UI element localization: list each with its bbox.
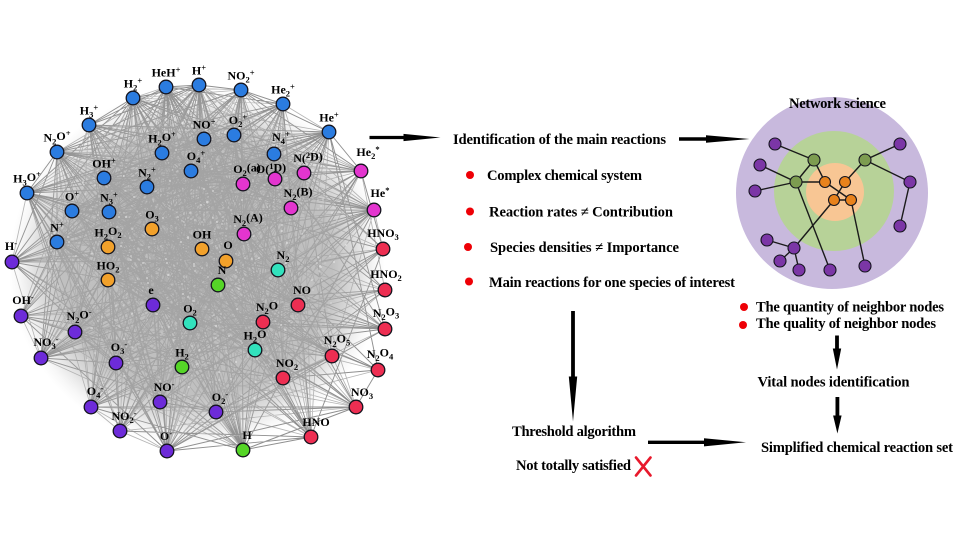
svg-text:H2O2: H2O2 — [94, 224, 121, 241]
svg-text:O3-: O3- — [111, 339, 128, 356]
svg-text:H2O+: H2O+ — [148, 129, 176, 147]
svg-text:N(2D): N(2D) — [293, 150, 323, 165]
svg-text:N2+: N2+ — [138, 164, 156, 181]
svg-text:NO+: NO+ — [193, 116, 216, 131]
svg-text:Network science: Network science — [789, 96, 887, 112]
svg-text:He*: He* — [371, 185, 390, 200]
svg-text:He+: He+ — [319, 109, 339, 124]
svg-text:N: N — [218, 263, 227, 277]
svg-text:O4-: O4- — [87, 383, 104, 400]
svg-text:Simplified chemical reaction s: Simplified chemical reaction set — [761, 440, 953, 456]
svg-text:OH-: OH- — [12, 292, 34, 307]
svg-text:Threshold algorithm: Threshold algorithm — [512, 424, 636, 440]
svg-text:H: H — [242, 428, 252, 442]
svg-text:H3O+: H3O+ — [13, 169, 41, 187]
svg-text:N2O4: N2O4 — [367, 346, 394, 363]
svg-text:Identification of the main rea: Identification of the main reactions — [453, 132, 666, 148]
svg-text:N2(A): N2(A) — [233, 211, 263, 228]
svg-text:Reaction rates ≠ Contribution: Reaction rates ≠ Contribution — [489, 205, 673, 221]
svg-text:HeH+: HeH+ — [152, 64, 181, 79]
svg-text:O+: O+ — [65, 188, 79, 203]
svg-text:NO2+: NO2+ — [227, 67, 254, 84]
svg-text:N+: N+ — [50, 219, 64, 234]
svg-text:HNO2: HNO2 — [370, 267, 402, 283]
svg-text:N2: N2 — [277, 248, 290, 264]
svg-text:NO3-: NO3- — [33, 334, 58, 351]
svg-text:N2O3: N2O3 — [373, 305, 400, 322]
svg-text:H-: H- — [5, 238, 17, 253]
svg-text:N2(B): N2(B) — [284, 185, 313, 202]
svg-text:N2O5: N2O5 — [324, 332, 351, 349]
svg-text:OH+: OH+ — [92, 155, 116, 170]
svg-text:Main reactions for one species: Main reactions for one species of intere… — [489, 275, 735, 291]
svg-text:Complex chemical system: Complex chemical system — [487, 168, 642, 184]
svg-text:NO3: NO3 — [351, 385, 373, 401]
svg-text:O3: O3 — [145, 208, 159, 224]
svg-text:The quantity of neighbor nodes: The quantity of neighbor nodes — [756, 300, 944, 316]
svg-text:Species densities ≠ Importance: Species densities ≠ Importance — [490, 240, 680, 256]
svg-text:e: e — [148, 283, 154, 297]
svg-text:HNO: HNO — [302, 415, 329, 429]
svg-text:O4+: O4+ — [187, 148, 206, 165]
svg-text:HNO3: HNO3 — [367, 226, 399, 242]
svg-text:O2(a): O2(a) — [233, 161, 261, 178]
svg-text:NO: NO — [293, 283, 311, 297]
svg-text:N3+: N3+ — [100, 189, 118, 206]
svg-text:NO2-: NO2- — [111, 408, 136, 425]
svg-text:H2+: H2+ — [124, 75, 143, 92]
svg-text:N2O-: N2O- — [66, 306, 91, 324]
svg-text:He2+: He2+ — [271, 81, 295, 98]
svg-text:O2-: O2- — [212, 389, 229, 406]
svg-text:H+: H+ — [192, 62, 206, 77]
svg-text:N2O: N2O — [256, 299, 278, 316]
svg-text:The quality of neighbor nodes: The quality of neighbor nodes — [756, 316, 936, 332]
svg-text:O2: O2 — [183, 302, 197, 318]
svg-text:Not totally satisfied: Not totally satisfied — [516, 458, 631, 474]
svg-text:He2*: He2* — [356, 144, 379, 161]
svg-text:H2O: H2O — [244, 327, 267, 344]
svg-text:O: O — [223, 238, 232, 252]
svg-text:N4+: N4+ — [272, 129, 290, 146]
svg-text:OH: OH — [193, 228, 212, 242]
svg-text:H3+: H3+ — [80, 102, 99, 119]
svg-text:NO2: NO2 — [276, 356, 298, 372]
svg-text:N2O+: N2O+ — [43, 128, 70, 146]
svg-text:O-: O- — [160, 428, 172, 443]
svg-text:NO-: NO- — [154, 379, 175, 394]
svg-text:H2: H2 — [175, 346, 189, 362]
svg-text:Vital nodes identification: Vital nodes identification — [758, 375, 910, 391]
svg-text:O2+: O2+ — [229, 112, 248, 129]
svg-text:HO2: HO2 — [97, 259, 120, 275]
svg-text:O(1D): O(1D) — [256, 161, 286, 176]
